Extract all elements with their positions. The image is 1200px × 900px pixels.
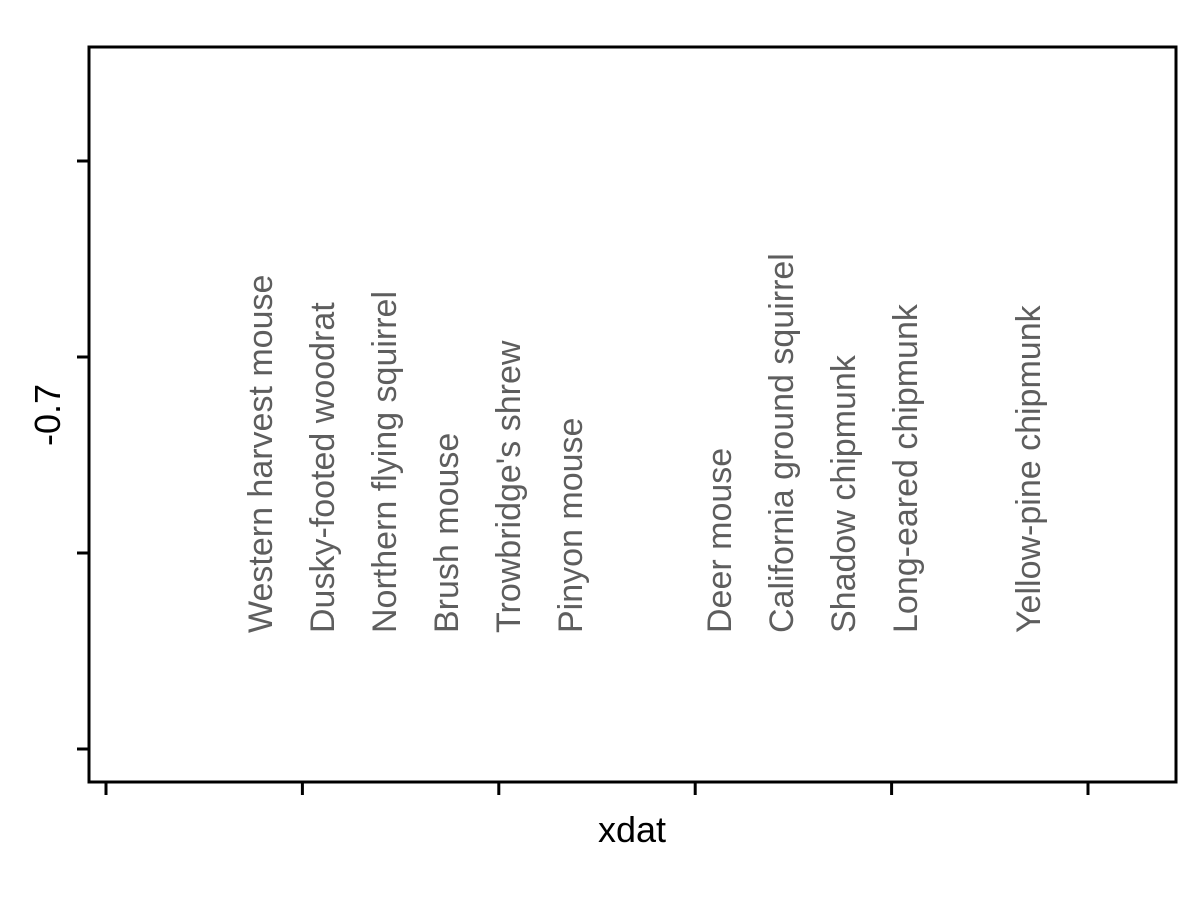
y-axis-ticks bbox=[77, 159, 89, 751]
species-label: Deer mouse bbox=[701, 448, 739, 633]
plot-panel-border bbox=[87, 45, 1178, 784]
y-axis-title: -0.7 bbox=[27, 384, 68, 446]
species-label: Yellow-pine chipmunk bbox=[1010, 304, 1048, 633]
species-label: Trowbridge's shrew bbox=[490, 340, 528, 633]
species-label: California ground squirrel bbox=[763, 253, 801, 633]
x-axis-title: xdat bbox=[598, 809, 666, 850]
species-label: Pinyon mouse bbox=[552, 418, 590, 633]
species-label: Brush mouse bbox=[428, 433, 466, 633]
x-axis-ticks bbox=[104, 782, 1090, 795]
species-label: Western harvest mouse bbox=[242, 275, 280, 633]
species-label: Northern flying squirrel bbox=[366, 291, 404, 633]
species-label: Dusky-footed woodrat bbox=[304, 302, 342, 633]
species-label: Shadow chipmunk bbox=[825, 354, 863, 633]
species-label: Long-eared chipmunk bbox=[887, 303, 925, 633]
species-labels: Western harvest mouse Dusky-footed woodra… bbox=[242, 253, 1048, 633]
